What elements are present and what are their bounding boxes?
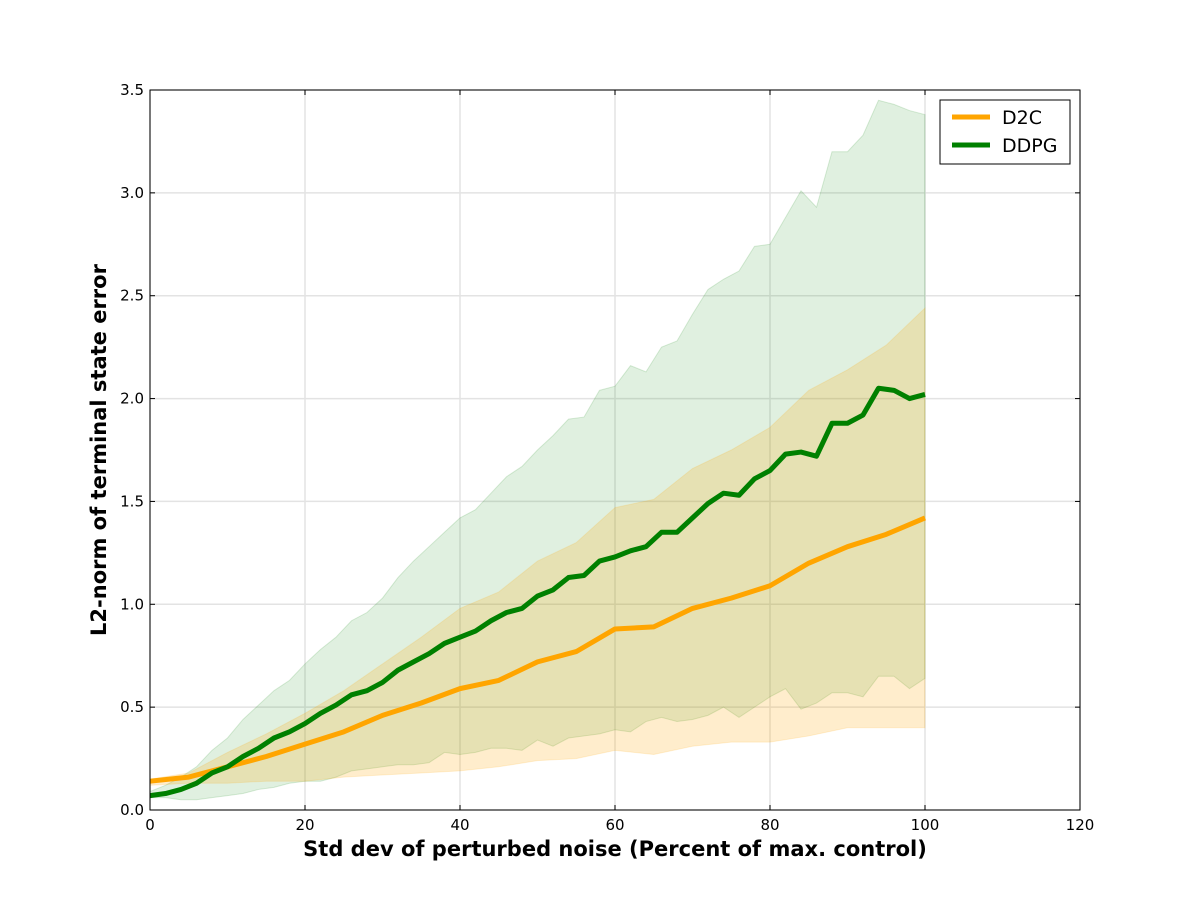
y-tick-label: 2.5 [120,287,144,305]
y-tick-label: 1.0 [120,595,144,613]
y-axis-title: L2-norm of terminal state error [87,263,111,636]
y-tick-label: 1.5 [120,492,144,510]
tick-labels: 0 20 40 60 80 100 120 0.0 0.5 1.0 1.5 2.0 2.5 3.0 3.5 [120,81,1094,834]
legend-label-ddpg: DDPG [1002,135,1057,157]
x-axis-title: Std dev of perturbed noise (Percent of m… [303,837,927,861]
y-tick-label: 2.0 [120,390,144,408]
y-tick-label: 0.5 [120,698,144,716]
legend-label-d2c: D2C [1002,107,1042,129]
band-d2c [149,306,926,786]
band-ddpg [149,99,926,801]
x-tick-label: 20 [295,816,314,834]
y-tick-label: 3.5 [120,81,144,99]
x-tick-label: 80 [760,816,779,834]
line-d2c [149,515,926,784]
y-tick-label: 0.0 [120,801,144,819]
y-tick-label: 3.0 [120,184,144,202]
x-tick-label: 100 [911,816,940,834]
x-tick-label: 40 [450,816,469,834]
legend: D2C DDPG [939,99,1071,165]
line-ddpg [149,385,926,799]
series-lines [149,385,926,799]
x-tick-label: 120 [1066,816,1095,834]
confidence-bands [149,99,926,801]
x-tick-label: 60 [605,816,624,834]
axis-ticks [149,89,1081,811]
legend-box [939,99,1071,165]
x-tick-label: 0 [145,816,155,834]
